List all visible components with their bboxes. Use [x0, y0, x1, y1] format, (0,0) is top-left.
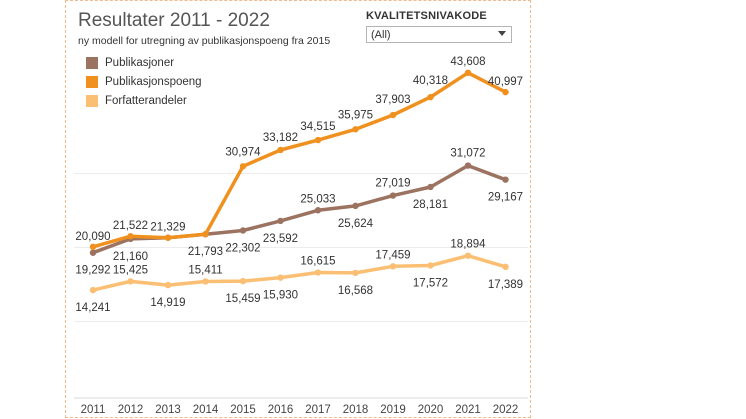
data-point	[314, 269, 322, 276]
x-tick-label: 2015	[230, 404, 256, 416]
data-label: 40,997	[488, 76, 523, 88]
legend-item-publikasjonspoeng[interactable]: Publikasjonspoeng	[86, 72, 202, 91]
dashboard-frame	[65, 0, 531, 418]
data-label: 19,292	[75, 265, 110, 277]
data-label: 27,019	[375, 178, 410, 190]
data-label: 35,975	[338, 109, 373, 121]
data-point	[239, 227, 247, 234]
data-label: 15,930	[263, 290, 298, 302]
data-label: 15,459	[225, 293, 260, 305]
data-label: 23,592	[263, 233, 298, 245]
data-label: 25,624	[338, 218, 374, 230]
data-label: 21,160	[113, 251, 148, 263]
series-line-forfatterandeler	[91, 253, 508, 292]
data-label: 28,181	[413, 199, 448, 211]
chart-subtitle: ny modell for utregning av publikasjonsp…	[78, 35, 331, 47]
data-label: 17,389	[488, 279, 523, 291]
data-label: 15,411	[188, 264, 222, 276]
data-label: 14,919	[150, 297, 185, 309]
data-point	[314, 207, 322, 214]
data-point	[314, 136, 322, 144]
data-label: 43,608	[450, 56, 485, 68]
data-point	[389, 192, 397, 199]
data-point	[427, 93, 434, 101]
legend-label: Publikasjoner	[105, 56, 175, 69]
x-tick-label: 2021	[455, 404, 481, 416]
data-label: 40,318	[413, 75, 448, 87]
x-tick-label: 2014	[193, 404, 219, 416]
data-point	[352, 269, 359, 277]
x-tick-label: 2016	[268, 404, 294, 416]
data-point	[239, 163, 247, 170]
data-point	[127, 233, 134, 240]
legend-swatch	[86, 56, 98, 69]
chart-title: Resultater 2011 - 2022	[78, 10, 270, 31]
x-tick-label: 2013	[155, 404, 181, 416]
data-point	[427, 262, 434, 269]
x-tick-label: 2017	[305, 404, 331, 416]
x-tick-label: 2020	[418, 404, 444, 416]
data-label: 33,182	[263, 132, 298, 144]
data-point	[502, 176, 509, 183]
legend: Publikasjoner Publikasjonspoeng Forfatte…	[86, 53, 202, 110]
data-point	[464, 252, 472, 259]
x-tick-label: 2018	[343, 404, 369, 416]
data-point	[427, 183, 434, 191]
legend-swatch	[86, 75, 98, 88]
data-label: 16,568	[338, 285, 373, 297]
dropdown-selected-value: (All)	[371, 28, 391, 41]
data-label: 29,167	[488, 192, 523, 204]
data-label: 21,793	[188, 246, 223, 258]
data-point	[277, 274, 284, 281]
data-label: 15,425	[113, 264, 148, 276]
data-point	[502, 263, 509, 271]
x-tick-label: 2011	[81, 404, 106, 416]
data-point	[89, 249, 97, 256]
data-point	[202, 278, 209, 285]
data-label: 18,894	[450, 239, 486, 251]
legend-item-publikasjoner[interactable]: Publikasjoner	[86, 53, 202, 72]
data-point	[277, 146, 284, 154]
kvalitetsnivakode-dropdown[interactable]: (All)	[366, 26, 512, 43]
data-label: 31,072	[450, 148, 485, 160]
data-point	[464, 162, 472, 169]
legend-swatch	[86, 94, 98, 107]
data-point	[164, 281, 172, 289]
data-point	[164, 234, 172, 241]
x-tick-label: 2012	[118, 404, 144, 416]
filter-label: KVALITETSNIVAKODE	[366, 10, 487, 22]
data-point	[389, 111, 397, 119]
data-label: 25,033	[300, 193, 335, 205]
data-label: 22,302	[225, 242, 260, 254]
x-tick-label: 2022	[493, 404, 519, 416]
data-point	[239, 277, 247, 285]
x-tick-label: 2019	[380, 404, 406, 416]
data-point	[352, 126, 359, 133]
legend-label: Publikasjonspoeng	[105, 75, 202, 88]
data-point	[352, 202, 359, 210]
data-point	[502, 88, 509, 96]
data-label: 14,241	[75, 302, 110, 314]
chevron-down-icon	[498, 31, 506, 36]
series-line-publikasjonspoeng	[91, 71, 508, 249]
data-point	[389, 263, 397, 270]
data-label: 30,974	[225, 146, 261, 158]
data-label: 21,329	[150, 222, 185, 234]
data-point	[127, 278, 134, 285]
data-point	[277, 217, 284, 225]
legend-label: Forfatterandeler	[105, 94, 187, 107]
data-label: 37,903	[375, 94, 410, 106]
data-label: 17,459	[375, 249, 410, 261]
data-label: 20,090	[75, 231, 110, 243]
data-label: 34,515	[300, 121, 335, 133]
legend-item-forfatterandeler[interactable]: Forfatterandeler	[86, 91, 202, 110]
data-point	[89, 286, 97, 294]
data-label: 21,522	[113, 220, 148, 232]
data-point	[464, 69, 472, 77]
data-label: 17,572	[413, 277, 448, 289]
data-point	[89, 243, 97, 251]
data-point	[202, 231, 209, 238]
data-label: 16,615	[300, 256, 335, 268]
